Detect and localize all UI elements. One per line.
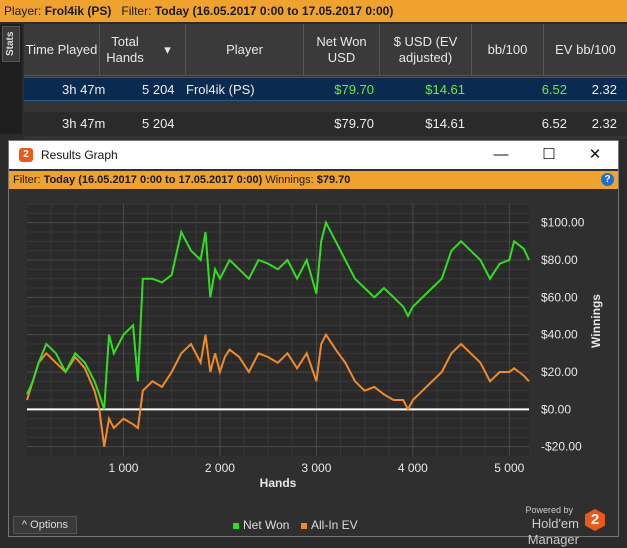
- total-bb100: 6.52: [541, 116, 567, 131]
- column-header-total-hands[interactable]: Total Hands: [106, 34, 144, 65]
- legend-item-all-in-ev[interactable]: All-In EV: [301, 518, 358, 532]
- column-header-player[interactable]: Player: [186, 24, 304, 76]
- options-button[interactable]: ^ Options: [13, 516, 77, 534]
- legend-label-net-won: Net Won: [243, 518, 290, 532]
- y-tick-label: $20.00: [541, 365, 578, 379]
- column-header-net-won[interactable]: Net Won USD: [304, 24, 380, 76]
- filter-header-bar: Player: Frol4ik (PS) Filter: Today (16.0…: [0, 0, 627, 22]
- cell-time-played: 3h 47m: [62, 82, 106, 97]
- results-graph-window: 2 Results Graph — ☐ ✕ Filter: Today (16.…: [8, 140, 619, 547]
- legend-swatch-net-won: [233, 522, 239, 529]
- legend-label-all-in-ev: All-In EV: [311, 518, 358, 532]
- filter-value: Today (16.05.2017 0:00 to 17.05.2017 0:0…: [154, 4, 394, 18]
- powered-by-text: Powered by: [525, 505, 573, 515]
- winnings-label: Winnings:: [265, 174, 314, 186]
- minimize-button[interactable]: —: [493, 146, 509, 163]
- y-tick-label: -$20.00: [541, 440, 582, 454]
- filter-label: Filter:: [121, 4, 152, 18]
- column-header-bb100[interactable]: bb/100: [472, 24, 544, 76]
- plot-area: [27, 204, 529, 456]
- total-ev-adjusted: $14.61: [425, 116, 465, 131]
- series-line-all-in-ev: [26, 332, 530, 447]
- total-hands: 5 204: [142, 116, 175, 131]
- close-button[interactable]: ✕: [588, 146, 602, 163]
- graph-filter-value: Today (16.05.2017 0:00 to 17.05.2017 0:0…: [43, 174, 263, 186]
- cell-ev-adjusted: $14.61: [425, 82, 465, 97]
- winnings-value: $79.70: [316, 174, 351, 186]
- cell-total-hands: 5 204: [142, 82, 175, 97]
- column-header-time-played[interactable]: Time Played: [24, 24, 100, 76]
- graph-filter-label: Filter:: [13, 174, 41, 186]
- cell-bb100: 6.52: [541, 82, 567, 97]
- total-ev-bb100: 2.32: [591, 116, 617, 131]
- total-net-won: $79.70: [334, 116, 374, 131]
- table-header: Time Played Total Hands ▾ Player Net Won…: [24, 24, 627, 76]
- legend-item-net-won[interactable]: Net Won: [233, 518, 289, 532]
- sort-desc-icon[interactable]: ▾: [150, 24, 186, 76]
- total-time-played: 3h 47m: [62, 116, 106, 131]
- x-axis-ticks: 1 000 2 000 3 000 4 000 5 000: [108, 461, 524, 475]
- help-icon[interactable]: ?: [601, 173, 614, 186]
- x-tick-label: 1 000: [108, 461, 138, 475]
- maximize-button[interactable]: ☐: [542, 146, 556, 163]
- y-tick-label: $80.00: [541, 253, 578, 267]
- y-tick-label: $60.00: [541, 290, 578, 304]
- y-axis-label: Winnings: [589, 294, 603, 348]
- legend-swatch-all-in-ev: [301, 522, 307, 529]
- cell-net-won: $79.70: [334, 82, 374, 97]
- stats-table: Time Played Total Hands ▾ Player Net Won…: [24, 24, 627, 139]
- player-value: Frol4ik (PS): [44, 4, 112, 18]
- window-title: Results Graph: [41, 148, 118, 162]
- y-tick-label: $0.00: [541, 402, 571, 416]
- cell-player: Frol4ik (PS): [186, 82, 255, 97]
- stats-side-tab[interactable]: Stats: [2, 26, 20, 62]
- window-titlebar[interactable]: 2 Results Graph — ☐ ✕: [9, 141, 618, 169]
- player-label: Player:: [4, 4, 42, 18]
- series-line-net-won: [26, 219, 530, 410]
- y-tick-label: $40.00: [541, 328, 578, 342]
- column-header-ev-adjusted[interactable]: $ USD (EV adjusted): [380, 24, 472, 76]
- results-chart: $100.00 $80.00 $60.00 $40.00 $20.00 $0.00 -$20…: [26, 203, 603, 490]
- x-axis-label: Hands: [260, 476, 297, 490]
- hm2-logo-icon: 2: [19, 148, 33, 162]
- cell-ev-bb100: 2.32: [591, 82, 617, 97]
- graph-filter-bar: Filter: Today (16.05.2017 0:00 to 17.05.…: [9, 171, 618, 189]
- x-tick-label: 4 000: [398, 461, 428, 475]
- table-row-total: 3h 47m 5 204 $79.70 $14.61 6.52 2.32: [24, 112, 627, 136]
- brand-name: Hold'em Manager: [527, 516, 579, 547]
- column-header-ev-bb100[interactable]: EV bb/100: [555, 42, 616, 57]
- branding: Powered by Hold'em Manager: [479, 505, 579, 548]
- hm2-brand-logo-icon: 2: [585, 509, 605, 531]
- y-axis-ticks: $100.00 $80.00 $60.00 $40.00 $20.00 $0.00 -$20…: [541, 216, 585, 454]
- table-row-selected[interactable]: 3h 47m 5 204 Frol4ik (PS) $79.70 $14.61 …: [24, 77, 627, 101]
- x-tick-label: 2 000: [205, 461, 235, 475]
- x-tick-label: 3 000: [301, 461, 331, 475]
- y-tick-label: $100.00: [541, 216, 585, 230]
- x-tick-label: 5 000: [494, 461, 524, 475]
